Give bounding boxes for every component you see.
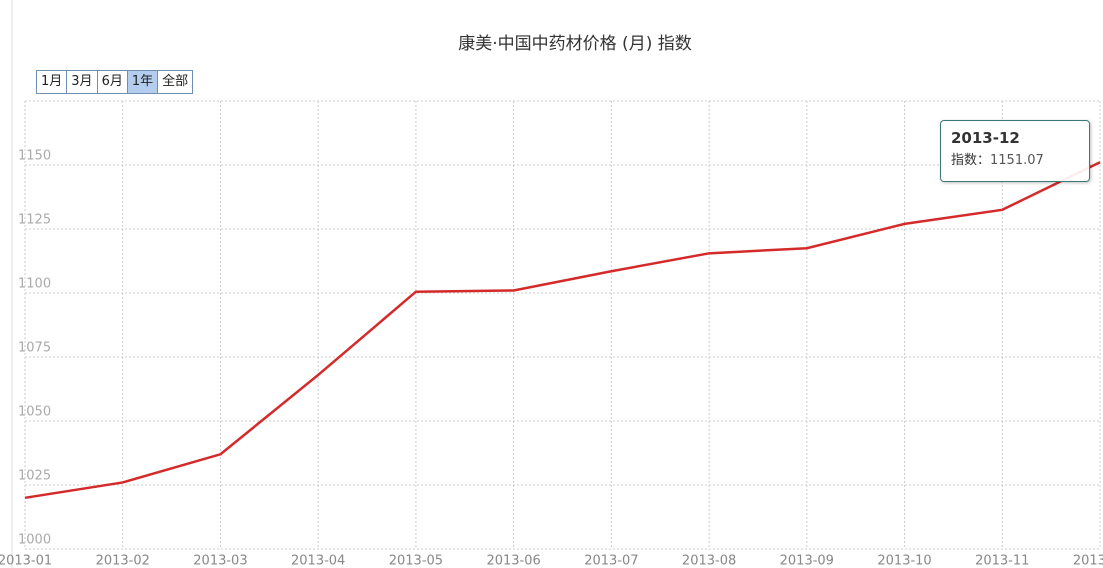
- tooltip-title: 2013-12: [951, 129, 1020, 147]
- y-tick-label: 1100: [18, 277, 51, 292]
- x-tick-label: 2013-11: [975, 554, 1029, 568]
- tooltip-line: 指数：1151.07: [951, 149, 1079, 168]
- x-tick-label: 2013-12: [1073, 554, 1103, 568]
- y-tick-label: 1050: [18, 405, 51, 420]
- y-tick-label: 1000: [18, 533, 51, 548]
- x-tick-label: 2013-10: [877, 554, 931, 568]
- x-tick-label: 2013-04: [291, 554, 345, 568]
- chart-title: 康美·中国中药材价格 (月) 指数: [458, 34, 691, 54]
- x-tick-label: 2013-07: [584, 554, 638, 568]
- range-button[interactable]: 1年: [127, 71, 159, 93]
- y-tick-label: 1075: [18, 341, 51, 356]
- x-tick-label: 2013-09: [780, 554, 834, 568]
- tooltip: 2013-12 指数：1151.07: [940, 120, 1090, 182]
- y-tick-label: 1025: [18, 469, 51, 484]
- range-selector: 1月 3月 6月 1年 全部: [36, 70, 194, 94]
- x-tick-label: 2013-05: [389, 554, 443, 568]
- range-button[interactable]: 1月: [37, 71, 68, 93]
- x-tick-label: 2013-02: [96, 554, 150, 568]
- x-tick-label: 2013-08: [682, 554, 736, 568]
- range-button[interactable]: 6月: [98, 71, 128, 93]
- y-tick-label: 1125: [18, 213, 51, 228]
- y-tick-label: 1150: [18, 149, 51, 164]
- tooltip-label: 指数：: [951, 153, 991, 168]
- line: [24, 161, 1101, 500]
- range-button[interactable]: 3月: [67, 71, 98, 93]
- x-tick-label: 2013-01: [0, 554, 52, 568]
- x-tick-label: 2013-03: [193, 554, 247, 568]
- range-button[interactable]: 全部: [162, 74, 189, 89]
- tooltip-value: 1151.07: [990, 153, 1044, 168]
- x-tick-label: 2013-06: [486, 554, 540, 568]
